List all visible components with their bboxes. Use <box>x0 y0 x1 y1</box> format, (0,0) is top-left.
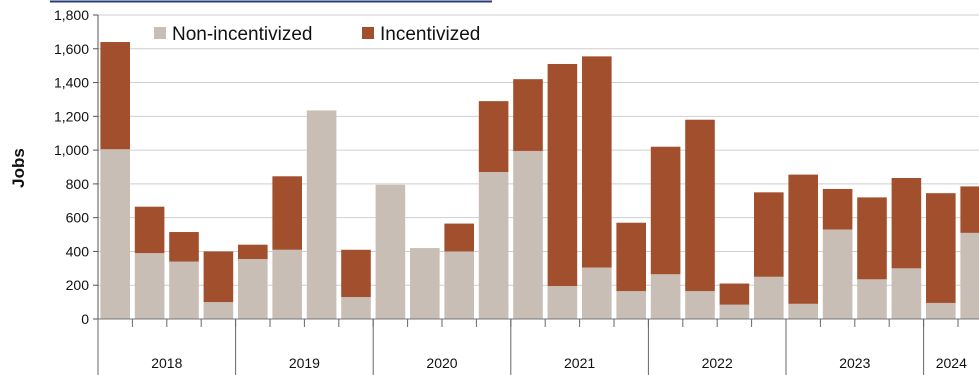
bar-incentivized <box>822 188 853 230</box>
bar-non-incentivized <box>410 248 440 319</box>
legend-label: Non-incentivized <box>172 24 312 45</box>
bar-incentivized <box>891 177 922 269</box>
bar-incentivized <box>788 174 818 304</box>
bar-incentivized <box>719 283 750 305</box>
bar-non-incentivized <box>203 302 234 319</box>
bar-non-incentivized <box>926 302 956 319</box>
y-tick-label: 1,400 <box>54 75 89 91</box>
bar-non-incentivized <box>650 274 681 319</box>
bar-incentivized <box>685 119 715 292</box>
bar-non-incentivized <box>822 229 853 319</box>
bar-incentivized <box>857 197 887 280</box>
bar-incentivized <box>478 101 509 173</box>
y-tick-label: 1,800 <box>54 7 89 23</box>
bar-incentivized <box>272 176 302 250</box>
bar-non-incentivized <box>272 249 302 319</box>
year-label: 2021 <box>564 355 595 371</box>
bar-incentivized <box>582 56 612 268</box>
bar-incentivized <box>513 79 543 151</box>
y-tick-label: 1,000 <box>54 142 89 158</box>
bar-non-incentivized <box>169 261 199 319</box>
bar-incentivized <box>754 192 784 277</box>
y-tick-label: 800 <box>66 176 90 192</box>
bar-incentivized <box>341 249 371 298</box>
bar-non-incentivized <box>857 279 887 319</box>
legend: Non-incentivized Incentivized <box>154 24 480 45</box>
y-tick-label: 400 <box>66 243 90 259</box>
bar-non-incentivized <box>788 303 818 319</box>
year-label: 2020 <box>426 355 457 371</box>
bar-incentivized <box>616 222 646 292</box>
bar-non-incentivized <box>306 110 337 319</box>
bar-incentivized <box>547 63 578 287</box>
bar-non-incentivized <box>341 297 371 319</box>
bar-non-incentivized <box>513 150 543 319</box>
y-tick-label: 1,200 <box>54 108 89 124</box>
bar-non-incentivized <box>960 232 979 319</box>
legend-swatch <box>362 27 374 39</box>
bar-non-incentivized <box>478 172 509 319</box>
y-tick-label: 600 <box>66 210 90 226</box>
year-label: 2018 <box>151 355 182 371</box>
year-label: 2024 <box>936 355 967 371</box>
bar-non-incentivized <box>238 259 268 319</box>
y-tick-label: 1,600 <box>54 41 89 57</box>
bar-non-incentivized <box>891 268 922 319</box>
year-label: 2022 <box>702 355 733 371</box>
bar-non-incentivized <box>134 253 165 319</box>
bar-non-incentivized <box>444 251 474 319</box>
bar-non-incentivized <box>616 291 646 319</box>
bar-incentivized <box>100 42 130 150</box>
bar-incentivized <box>650 146 681 275</box>
bar-non-incentivized <box>685 291 715 319</box>
y-axis: 0 200 400 600 800 1,000 1,200 1,400 1,600 1,800 <box>54 7 99 327</box>
bar-non-incentivized <box>582 267 612 319</box>
bar-incentivized <box>203 251 234 303</box>
legend-swatch <box>154 27 166 39</box>
year-label: 2023 <box>839 355 870 371</box>
y-tick-label: 0 <box>81 311 89 327</box>
year-label: 2019 <box>289 355 320 371</box>
bar-incentivized <box>238 244 268 260</box>
y-tick-label: 200 <box>66 277 90 293</box>
bar-incentivized <box>444 223 474 252</box>
bar-non-incentivized <box>375 184 406 319</box>
legend-label: Incentivized <box>380 24 480 45</box>
bar-incentivized <box>169 232 199 262</box>
bars <box>100 42 979 319</box>
bar-non-incentivized <box>547 286 578 319</box>
bar-non-incentivized <box>719 304 750 319</box>
bar-incentivized <box>134 206 165 254</box>
bar-incentivized <box>960 186 979 233</box>
bar-non-incentivized <box>100 149 130 319</box>
bar-non-incentivized <box>754 276 784 319</box>
y-axis-title: Jobs <box>9 148 28 188</box>
x-axis: 2018 2019 2020 2021 2022 2023 2024 <box>97 318 979 375</box>
bar-incentivized <box>926 193 956 303</box>
